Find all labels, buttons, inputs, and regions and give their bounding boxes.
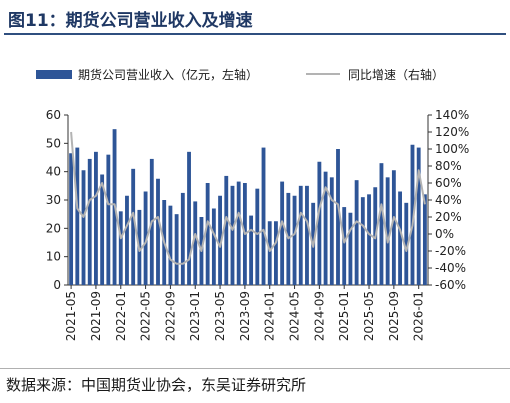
x-tick-label: 2021-05 <box>64 291 78 341</box>
revenue-bar <box>218 195 222 285</box>
revenue-bar <box>87 158 92 285</box>
source-divider <box>0 368 510 369</box>
revenue-bar <box>367 194 371 285</box>
revenue-bar <box>261 147 266 285</box>
revenue-bar <box>391 170 396 285</box>
revenue-bar <box>180 192 185 285</box>
x-tick-label: 2021-09 <box>89 291 103 341</box>
y-left-tick-label: 20 <box>46 221 61 235</box>
legend-label-growth: 同比增速（右轴） <box>348 67 445 82</box>
revenue-bar <box>323 171 328 285</box>
x-tick-label: 2025-09 <box>387 291 401 341</box>
revenue-bar <box>305 185 309 285</box>
legend-item-growth: 同比增速（右轴） <box>306 64 444 84</box>
revenue-bar <box>230 185 235 285</box>
revenue-bar <box>94 151 98 285</box>
revenue-bar <box>100 174 105 285</box>
revenue-bar <box>143 191 148 285</box>
revenue-bar <box>329 177 334 285</box>
revenue-bar <box>280 181 285 285</box>
figure-title-bar: 图11：期货公司营业收入及增速 <box>4 0 506 36</box>
source-note: 数据来源：中国期货业协会，东吴证券研究所 <box>6 376 307 394</box>
y-right-tick-label: -60% <box>435 278 466 292</box>
revenue-bar <box>385 177 390 285</box>
y-left-tick-label: 50 <box>46 136 61 150</box>
revenue-bar <box>156 178 160 285</box>
revenue-bar <box>416 147 421 285</box>
revenue-bar <box>410 144 415 285</box>
y-left-tick-label: 0 <box>53 278 61 292</box>
x-tick-label: 2023-01 <box>188 291 202 341</box>
revenue-bar <box>224 175 229 285</box>
y-right-tick-label: 120% <box>435 125 469 139</box>
legend-label-revenue: 期货公司营业收入（亿元，左轴） <box>78 67 259 82</box>
revenue-bar <box>205 183 210 285</box>
x-tick-label: 2025-05 <box>362 291 376 341</box>
revenue-bar <box>81 170 86 285</box>
y-right-tick-label: 100% <box>435 142 469 156</box>
legend-item-revenue: 期货公司营业收入（亿元，左轴） <box>36 64 258 84</box>
legend-swatch-line <box>306 73 340 75</box>
y-left-tick-label: 40 <box>46 165 61 179</box>
revenue-bar <box>174 214 179 285</box>
revenue-bar <box>298 185 303 285</box>
x-tick-label: 2023-05 <box>213 291 227 341</box>
chart-legend: 期货公司营业收入（亿元，左轴） 同比增速（右轴） <box>0 64 510 84</box>
x-tick-label: 2022-09 <box>163 291 177 341</box>
y-right-tick-label: 40% <box>435 193 462 207</box>
revenue-bar <box>236 181 241 285</box>
revenue-bar <box>187 151 191 285</box>
x-tick-label: 2025-01 <box>337 291 351 341</box>
revenue-bar <box>354 180 359 285</box>
y-left-tick-label: 60 <box>46 108 61 122</box>
x-tick-label: 2024-01 <box>263 291 277 341</box>
revenue-bar <box>75 147 80 285</box>
y-right-tick-label: 20% <box>435 210 462 224</box>
x-tick-label: 2024-09 <box>312 291 326 341</box>
revenue-bar <box>360 197 365 285</box>
revenue-bar <box>379 163 384 285</box>
revenue-bar <box>317 161 322 285</box>
y-right-tick-label: -40% <box>435 261 466 275</box>
y-right-tick-label: 60% <box>435 176 462 190</box>
x-tick-label: 2026-01 <box>412 291 426 341</box>
revenue-bar <box>274 221 278 285</box>
revenue-bar <box>267 221 272 285</box>
revenue-bar <box>342 207 347 285</box>
x-tick-label: 2022-05 <box>139 291 153 341</box>
revenue-bar <box>398 191 402 285</box>
revenue-bar <box>125 195 129 285</box>
revenue-bar <box>69 153 74 285</box>
revenue-bar <box>404 202 409 285</box>
figure-title: 图11：期货公司营业收入及增速 <box>8 11 253 31</box>
legend-swatch-bar <box>36 69 72 79</box>
y-right-tick-label: 140% <box>435 108 469 122</box>
title-underline <box>4 33 506 35</box>
y-right-tick-label: -20% <box>435 244 466 258</box>
x-tick-label: 2024-05 <box>288 291 302 341</box>
revenue-bar <box>168 205 173 285</box>
revenue-bar <box>249 215 254 285</box>
revenue-bar <box>131 168 136 285</box>
y-left-tick-label: 30 <box>46 193 61 207</box>
x-tick-label: 2023-09 <box>238 291 252 341</box>
revenue-bar <box>211 208 216 285</box>
revenue-bar <box>255 188 260 285</box>
revenue-bar <box>118 211 123 285</box>
revenue-bar <box>348 212 353 285</box>
y-right-tick-label: 80% <box>435 159 462 173</box>
revenue-bar <box>193 201 198 285</box>
x-tick-label: 2022-01 <box>114 291 128 341</box>
revenue-bar <box>336 149 340 285</box>
y-right-tick-label: 0% <box>435 227 454 241</box>
y-left-tick-label: 10 <box>46 250 61 264</box>
revenue-bar <box>422 194 427 285</box>
revenue-bar <box>292 195 297 285</box>
growth-line <box>70 131 426 265</box>
revenue-bar <box>106 154 111 285</box>
